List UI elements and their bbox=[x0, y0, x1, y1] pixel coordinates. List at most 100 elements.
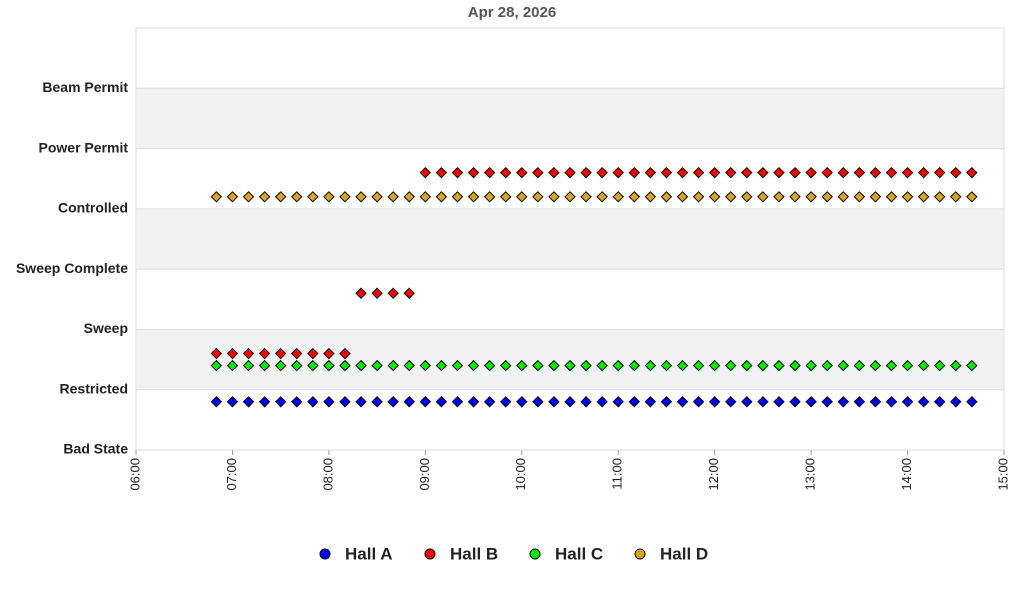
point bbox=[483, 166, 496, 179]
band bbox=[137, 329, 1003, 390]
point bbox=[757, 396, 769, 408]
point bbox=[950, 166, 962, 179]
point bbox=[242, 396, 255, 408]
point bbox=[660, 166, 673, 179]
x-tick-label: 14:00 bbox=[899, 458, 914, 491]
point bbox=[467, 166, 480, 179]
point bbox=[532, 166, 544, 179]
point bbox=[403, 359, 415, 372]
point bbox=[451, 191, 464, 203]
point bbox=[339, 191, 351, 203]
point bbox=[548, 359, 560, 372]
band bbox=[137, 88, 1003, 149]
point bbox=[869, 191, 882, 203]
legend-text: Hall A bbox=[345, 544, 393, 563]
point bbox=[371, 191, 383, 203]
point bbox=[708, 191, 721, 203]
point bbox=[210, 191, 223, 203]
point bbox=[821, 396, 833, 408]
point bbox=[837, 396, 849, 408]
point bbox=[226, 359, 239, 372]
point bbox=[403, 287, 415, 299]
point bbox=[451, 359, 464, 372]
point bbox=[869, 359, 882, 372]
point bbox=[628, 359, 641, 372]
point bbox=[467, 396, 480, 408]
point bbox=[773, 191, 785, 203]
y-tick-label: Restricted bbox=[60, 380, 128, 396]
x-tick-label: 13:00 bbox=[803, 458, 818, 491]
point bbox=[435, 359, 448, 372]
x-tick-label: 07:00 bbox=[224, 458, 239, 491]
x-tick-label: 11:00 bbox=[610, 458, 625, 490]
point bbox=[596, 166, 608, 179]
point bbox=[805, 396, 817, 408]
point bbox=[548, 396, 560, 408]
point bbox=[483, 359, 496, 372]
point bbox=[950, 359, 962, 372]
point bbox=[757, 359, 769, 372]
point bbox=[660, 396, 673, 408]
point bbox=[917, 396, 930, 408]
point bbox=[435, 166, 448, 179]
point bbox=[612, 396, 624, 408]
point bbox=[676, 191, 689, 203]
point bbox=[355, 287, 367, 299]
x-tick-label: 10:00 bbox=[513, 458, 528, 491]
point bbox=[467, 359, 480, 372]
point bbox=[258, 191, 271, 203]
band bbox=[137, 208, 1003, 270]
point bbox=[274, 396, 287, 408]
point bbox=[917, 359, 930, 372]
point bbox=[226, 347, 239, 360]
point bbox=[644, 191, 657, 203]
point bbox=[307, 359, 319, 372]
point bbox=[628, 396, 641, 408]
point bbox=[274, 191, 287, 203]
point bbox=[274, 359, 287, 372]
point bbox=[403, 191, 415, 203]
point bbox=[258, 347, 271, 360]
point bbox=[499, 191, 512, 203]
point bbox=[853, 359, 866, 372]
point bbox=[725, 359, 737, 372]
point bbox=[355, 191, 367, 203]
point bbox=[291, 359, 303, 372]
point bbox=[387, 287, 399, 299]
point bbox=[291, 191, 303, 203]
point bbox=[451, 166, 464, 179]
point bbox=[371, 396, 383, 408]
point bbox=[885, 396, 898, 408]
point bbox=[516, 359, 528, 372]
point bbox=[210, 359, 223, 372]
point bbox=[339, 347, 351, 360]
point bbox=[499, 359, 512, 372]
point bbox=[483, 396, 496, 408]
point bbox=[210, 347, 223, 360]
x-tick-label: 09:00 bbox=[417, 458, 432, 491]
point bbox=[258, 359, 271, 372]
point bbox=[821, 166, 833, 179]
point bbox=[307, 347, 319, 360]
point bbox=[660, 359, 673, 372]
x-tick-label: 08:00 bbox=[320, 458, 335, 491]
point bbox=[435, 396, 448, 408]
point bbox=[933, 166, 946, 179]
point bbox=[676, 396, 689, 408]
point bbox=[516, 396, 528, 408]
point bbox=[917, 191, 930, 203]
point bbox=[869, 166, 882, 179]
point bbox=[580, 191, 592, 203]
point bbox=[933, 359, 946, 372]
point bbox=[757, 166, 769, 179]
point bbox=[226, 191, 239, 203]
point bbox=[467, 191, 480, 203]
point bbox=[564, 359, 576, 372]
point bbox=[660, 191, 673, 203]
point bbox=[596, 396, 608, 408]
point bbox=[483, 191, 496, 203]
point bbox=[708, 359, 721, 372]
point bbox=[901, 166, 914, 179]
point bbox=[403, 396, 415, 408]
